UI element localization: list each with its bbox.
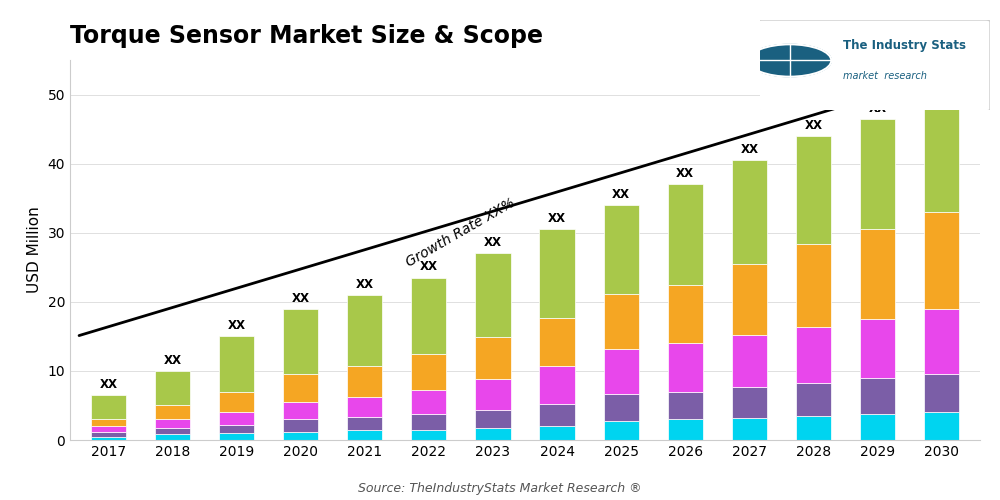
Bar — [475, 428, 511, 440]
Bar — [732, 335, 767, 387]
Bar — [860, 118, 895, 230]
Bar — [924, 308, 959, 374]
Bar — [411, 354, 446, 390]
Bar — [539, 230, 575, 318]
Bar — [860, 319, 895, 378]
Bar — [796, 244, 831, 328]
Bar — [155, 428, 190, 434]
Bar — [732, 418, 767, 440]
Bar — [668, 392, 703, 419]
Bar — [475, 337, 511, 378]
Bar — [219, 425, 254, 433]
Bar — [347, 416, 382, 430]
Bar — [155, 406, 190, 419]
Text: XX: XX — [676, 167, 694, 180]
Bar — [860, 230, 895, 319]
Text: market  research: market research — [843, 71, 927, 81]
Bar — [91, 426, 126, 432]
Text: Source: TheIndustryStats Market Research ®: Source: TheIndustryStats Market Research… — [358, 482, 642, 495]
Text: XX: XX — [933, 78, 951, 90]
Bar — [347, 430, 382, 440]
Bar — [604, 294, 639, 350]
Bar — [924, 94, 959, 212]
Bar — [732, 387, 767, 418]
Bar — [860, 378, 895, 414]
Text: XX: XX — [612, 188, 630, 201]
Text: XX: XX — [228, 319, 246, 332]
Bar — [347, 295, 382, 366]
Bar — [91, 420, 126, 426]
Bar — [924, 412, 959, 440]
Circle shape — [748, 44, 831, 76]
Text: XX: XX — [740, 143, 758, 156]
Bar — [924, 212, 959, 308]
Bar — [475, 410, 511, 428]
Bar — [668, 284, 703, 344]
Bar — [91, 436, 126, 440]
Bar — [539, 318, 575, 366]
Bar — [283, 432, 318, 440]
Bar — [411, 278, 446, 353]
Bar — [604, 350, 639, 395]
Text: XX: XX — [420, 260, 438, 274]
Y-axis label: USD Million: USD Million — [27, 206, 42, 294]
Bar — [668, 184, 703, 284]
Bar — [91, 432, 126, 436]
Bar — [539, 404, 575, 426]
Bar — [155, 371, 190, 406]
Text: The Industry Stats: The Industry Stats — [843, 38, 966, 52]
Bar — [475, 378, 511, 410]
Text: XX: XX — [164, 354, 182, 367]
Bar — [219, 392, 254, 412]
Bar — [732, 264, 767, 335]
Bar — [604, 205, 639, 294]
Bar — [796, 328, 831, 382]
Text: XX: XX — [292, 292, 310, 304]
Bar — [668, 420, 703, 440]
Bar — [283, 420, 318, 432]
Bar — [91, 395, 126, 419]
Bar — [347, 366, 382, 397]
Bar — [796, 382, 831, 416]
Bar — [219, 412, 254, 425]
Text: XX: XX — [868, 102, 886, 114]
Text: Growth Rate XX%: Growth Rate XX% — [404, 196, 518, 270]
Bar — [732, 160, 767, 264]
Text: XX: XX — [548, 212, 566, 225]
Bar — [539, 366, 575, 404]
Bar — [155, 434, 190, 440]
Bar — [219, 433, 254, 440]
Text: XX: XX — [484, 236, 502, 250]
Bar — [539, 426, 575, 440]
Bar — [411, 390, 446, 413]
Bar — [604, 420, 639, 440]
Bar — [668, 344, 703, 392]
Bar — [411, 430, 446, 440]
Bar — [283, 374, 318, 402]
Bar — [860, 414, 895, 440]
Bar — [475, 254, 511, 337]
Text: XX: XX — [356, 278, 374, 291]
Text: XX: XX — [804, 119, 822, 132]
FancyBboxPatch shape — [758, 20, 990, 111]
Text: Torque Sensor Market Size & Scope: Torque Sensor Market Size & Scope — [70, 24, 543, 48]
Bar — [155, 420, 190, 428]
Bar — [796, 136, 831, 244]
Text: XX: XX — [99, 378, 117, 391]
Bar — [924, 374, 959, 412]
Bar — [796, 416, 831, 440]
Bar — [283, 308, 318, 374]
Bar — [283, 402, 318, 419]
Bar — [347, 397, 382, 416]
Bar — [411, 414, 446, 430]
Bar — [219, 336, 254, 392]
Bar — [604, 394, 639, 420]
